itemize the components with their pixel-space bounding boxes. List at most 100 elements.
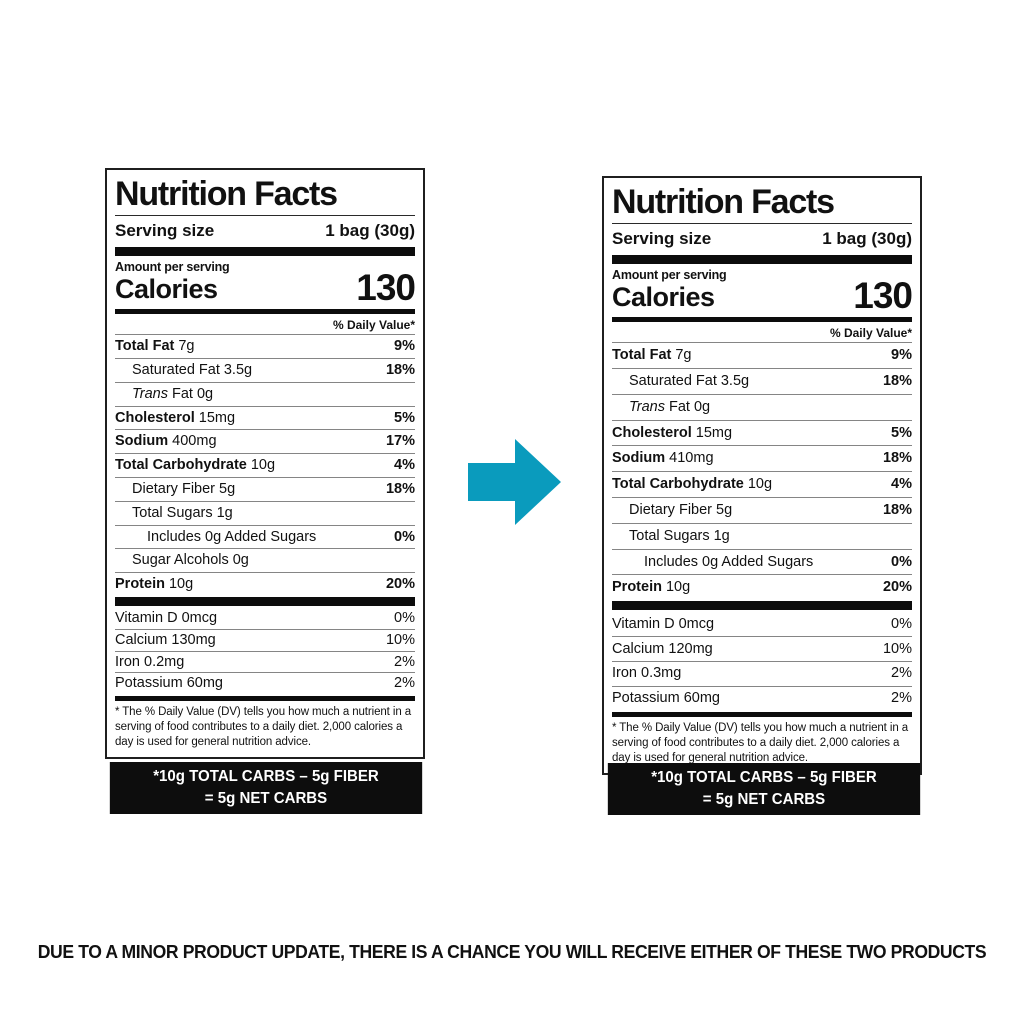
nutrient-amount: 0g	[196, 385, 214, 402]
vitamin-amount: 120mg	[668, 640, 713, 657]
label-title: Nutrition Facts	[115, 175, 338, 213]
nutrient-amount: 3.5g	[720, 372, 750, 389]
vitamin-daily-value: 10%	[385, 631, 415, 648]
nutrient-name-amount: Protein 10g	[612, 579, 690, 596]
nutrient-name: Protein	[612, 579, 662, 596]
vitamin-daily-value: 2%	[394, 675, 415, 692]
vitamin-amount: 0.3mg	[641, 665, 682, 682]
medium-bar	[612, 317, 912, 323]
nutrient-name: Protein	[115, 576, 165, 593]
calories-row: Calories 130	[115, 269, 416, 306]
nutrient-name: Total Sugars	[132, 504, 213, 521]
net-carbs-box-updated: *10g TOTAL CARBS – 5g FIBER = 5g NET CAR…	[607, 763, 921, 815]
vitamin-rows: Vitamin D 0mcg 0% Calcium 120mg 10% Iron 0.…	[612, 612, 912, 710]
nutrient-amount: 10g	[665, 579, 691, 596]
vitamin-name-amount: Vitamin D 0mcg	[612, 616, 714, 633]
nutrient-name-amount: Dietary Fiber 5g	[629, 502, 732, 519]
nutrient-row: Cholesterol 15mg 5%	[115, 405, 415, 430]
nutrient-name-amount: Cholesterol 15mg	[115, 410, 235, 427]
amount-per-serving-label: Amount per serving	[115, 260, 230, 275]
nutrient-row: Total Sugars 1g	[115, 500, 415, 525]
nutrient-name-amount: Protein 10g	[115, 576, 193, 593]
net-carbs-box-original: *10g TOTAL CARBS – 5g FIBER = 5g NET CAR…	[109, 762, 423, 814]
medium-bar	[612, 712, 912, 718]
nutrient-row: Sodium 410mg 18%	[612, 445, 912, 471]
nutrient-daily-value: 4%	[394, 457, 415, 474]
vitamin-name-amount: Calcium 120mg	[612, 641, 713, 658]
nutrient-name: Sugar Alcohols	[132, 552, 229, 569]
net-carbs-line1: *10g TOTAL CARBS – 5g FIBER	[153, 768, 379, 785]
daily-value-header: % Daily Value*	[829, 326, 912, 341]
nutrient-daily-value: 20%	[385, 576, 415, 593]
thick-bar	[115, 247, 415, 257]
daily-value-footnote: * The % Daily Value (DV) tells you how m…	[612, 722, 909, 765]
divider	[612, 223, 912, 225]
nutrient-name: Fat	[669, 398, 690, 415]
nutrient-daily-value: 0%	[394, 528, 415, 545]
nutrient-name-amount: Total Sugars 1g	[629, 528, 730, 545]
nutrient-name-amount: Trans Fat 0g	[629, 399, 710, 416]
nutrient-name-amount: Sugar Alcohols 0g	[132, 552, 249, 569]
daily-value-footnote: * The % Daily Value (DV) tells you how m…	[115, 706, 412, 749]
nutrition-label-updated: Nutrition Facts Serving size 1 bag (30g)…	[602, 176, 922, 776]
nutrient-name: Saturated Fat	[132, 361, 220, 378]
serving-size-label: Serving size	[612, 229, 712, 249]
vitamin-name-amount: Iron 0.2mg	[115, 654, 184, 671]
nutrient-name: Total Carbohydrate	[115, 457, 247, 474]
medium-bar	[115, 309, 415, 315]
nutrient-row: Saturated Fat 3.5g 18%	[115, 357, 415, 382]
nutrient-rows: Total Fat 7g 9% Saturated Fat 3.5g 18% Tra…	[612, 342, 912, 600]
nutrient-name-amount: Total Carbohydrate 10g	[115, 457, 275, 474]
nutrient-row: Includes 0g Added Sugars 0%	[612, 548, 912, 575]
vitamin-name-amount: Potassium 60mg	[115, 675, 223, 692]
vitamin-name-amount: Iron 0.3mg	[612, 665, 681, 682]
nutrient-daily-value: 9%	[891, 347, 912, 364]
nutrient-row: Total Fat 7g 9%	[612, 342, 912, 368]
nutrient-amount: 5g	[219, 480, 236, 497]
vitamin-row: Potassium 60mg 2%	[115, 672, 415, 694]
nutrient-daily-value: 18%	[882, 450, 912, 467]
divider	[115, 215, 415, 217]
nutrient-name-amount: Dietary Fiber 5g	[132, 481, 235, 498]
calories-label: Calories	[612, 282, 715, 313]
vitamin-amount: 0.2mg	[144, 653, 185, 670]
thick-bar	[612, 601, 912, 611]
vitamin-name-amount: Vitamin D 0mcg	[115, 610, 217, 627]
nutrient-name: Total Fat	[115, 338, 175, 355]
nutrient-daily-value: 17%	[385, 433, 415, 450]
nutrient-row: Cholesterol 15mg 5%	[612, 419, 912, 446]
nutrient-amount: 15mg	[198, 409, 236, 426]
calories-label: Calories	[115, 274, 218, 305]
nutrient-row: Protein 10g 20%	[612, 574, 912, 600]
nutrient-row: Total Sugars 1g	[612, 522, 912, 549]
nutrient-name: Cholesterol	[612, 424, 692, 441]
nutrient-name-amount: Saturated Fat 3.5g	[132, 362, 252, 379]
nutrient-daily-value: 4%	[891, 476, 912, 493]
vitamin-name: Calcium	[115, 631, 168, 648]
nutrient-amount: 400mg	[172, 433, 217, 450]
vitamin-daily-value: 2%	[891, 690, 912, 707]
calories-value: 130	[853, 275, 913, 317]
nutrient-row: Trans Fat 0g	[612, 393, 912, 420]
vitamin-name: Potassium	[612, 690, 680, 707]
vitamin-daily-value: 2%	[891, 665, 912, 682]
nutrient-amount: 10g	[168, 576, 194, 593]
nutrient-name: Cholesterol	[115, 409, 195, 426]
nutrient-amount: 1g	[216, 504, 233, 521]
vitamin-name: Iron	[612, 665, 637, 682]
nutrient-amount: 7g	[675, 347, 692, 364]
vitamin-name: Calcium	[612, 640, 665, 657]
arrow-right-icon	[468, 436, 564, 528]
nutrient-name-amount: Saturated Fat 3.5g	[629, 373, 749, 390]
nutrient-amount: 0g	[232, 552, 249, 569]
nutrient-name-amount: Includes 0g Added Sugars	[644, 554, 813, 571]
nutrient-name-amount: Total Carbohydrate 10g	[612, 476, 772, 493]
nutrient-amount: 410mg	[669, 450, 714, 467]
nutrient-name: Sodium	[612, 450, 666, 467]
vitamin-row: Calcium 120mg 10%	[612, 636, 912, 661]
nutrient-name: Saturated Fat	[629, 372, 717, 389]
vitamin-daily-value: 0%	[891, 615, 912, 632]
vitamin-name: Vitamin D	[115, 610, 178, 626]
nutrient-name-amount: Sodium 410mg	[612, 450, 714, 467]
net-carbs-line1: *10g TOTAL CARBS – 5g FIBER	[651, 769, 877, 786]
